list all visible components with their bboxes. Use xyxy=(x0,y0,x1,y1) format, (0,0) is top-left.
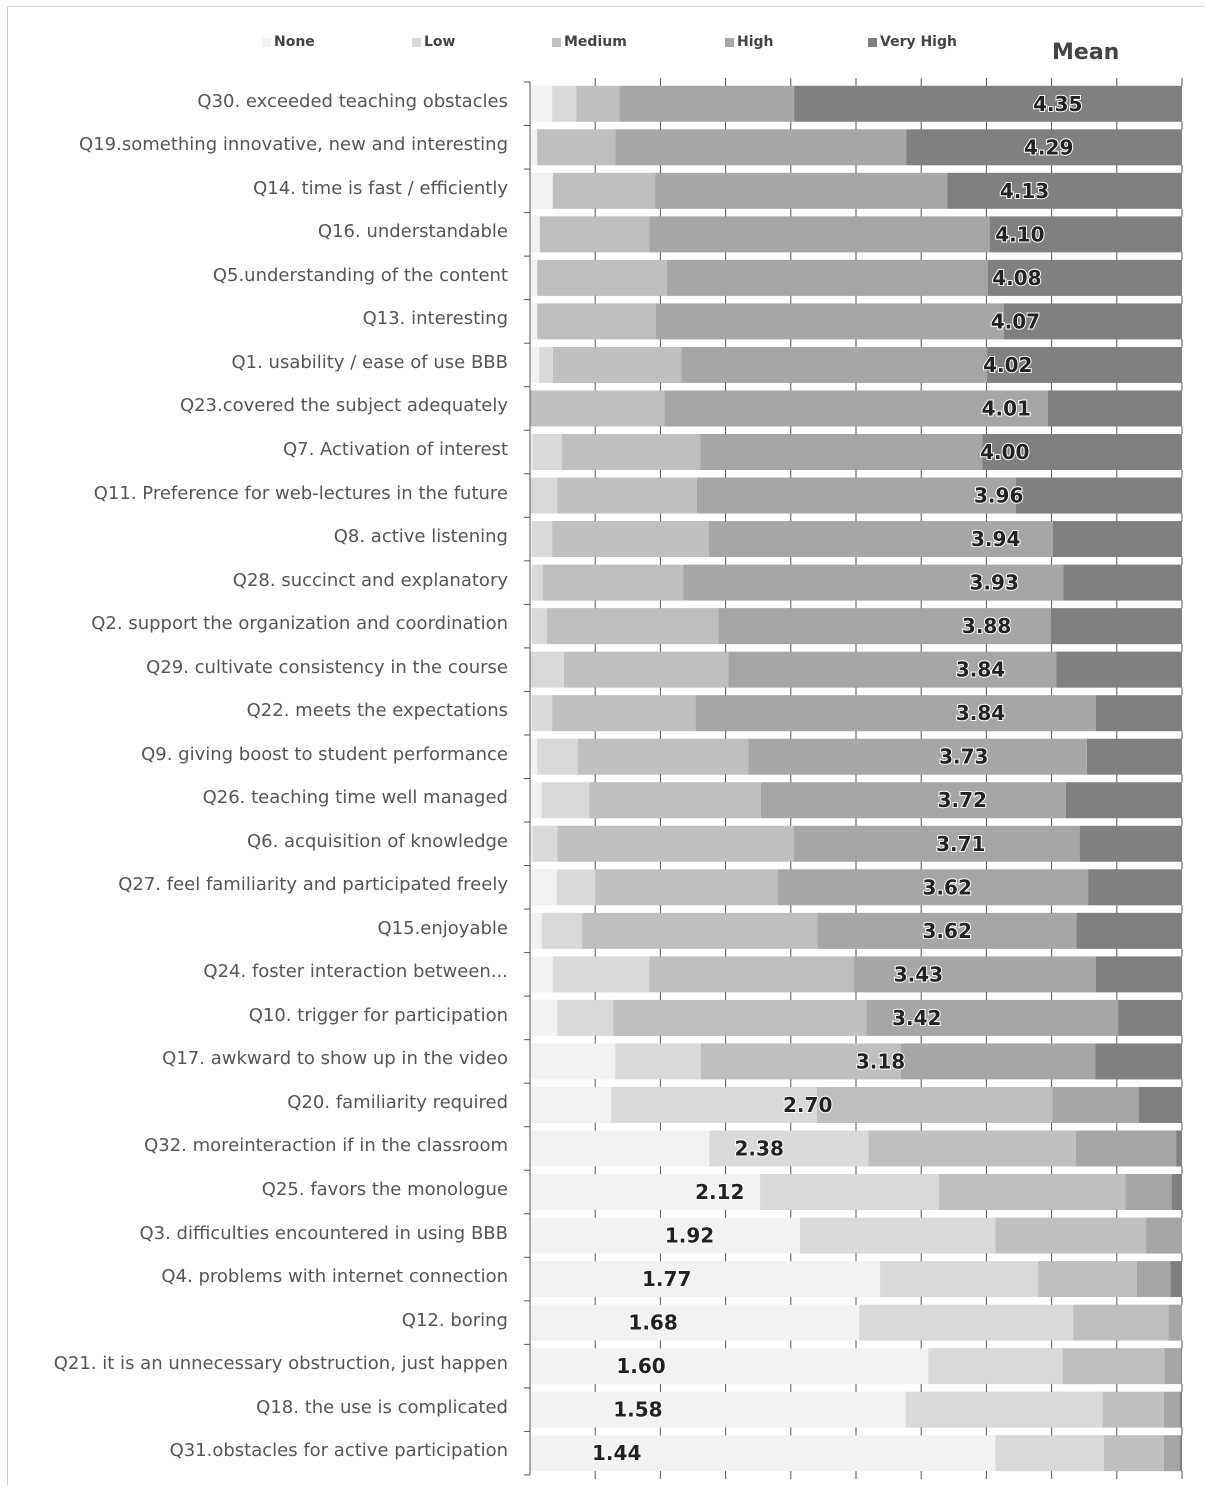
question-label: Q25. favors the monologue xyxy=(261,1179,508,1200)
legend-item-medium: Medium xyxy=(552,33,627,51)
question-label: Q12. boring xyxy=(401,1309,508,1331)
question-label: Q5.understanding of the content xyxy=(212,264,508,286)
question-label: Q2. support the organization and coordin… xyxy=(91,613,508,635)
question-label: Q10. trigger for participation xyxy=(248,1004,508,1026)
question-label: Q20. familiarity required xyxy=(287,1091,508,1113)
question-label: Q24. foster interaction between... xyxy=(203,961,508,983)
question-label: Q19.something innovative, new and intere… xyxy=(79,134,508,156)
question-label: Q17. awkward to show up in the video xyxy=(162,1048,508,1070)
question-label: Q30. exceeded teaching obstacles xyxy=(197,90,508,112)
question-label: Q22. meets the expectations xyxy=(246,700,508,722)
legend-label: Low xyxy=(424,34,456,50)
question-label: Q8. active listening xyxy=(333,526,508,548)
legend-item-low: Low xyxy=(412,33,455,51)
question-label: Q15.enjoyable xyxy=(377,917,508,939)
question-label: Q7. Activation of interest xyxy=(282,439,508,460)
question-label: Q18. the use is complicated xyxy=(256,1396,508,1418)
question-label: Q4. problems with internet connection xyxy=(161,1266,508,1288)
question-label: Q13. interesting xyxy=(362,308,508,330)
chart-frame xyxy=(7,6,1205,1485)
question-label: Q6. acquisition of knowledge xyxy=(246,830,508,852)
question-label: Q14. time is fast / efficiently xyxy=(253,177,508,199)
legend-swatch xyxy=(552,37,561,47)
question-label: Q27. feel familiarity and participated f… xyxy=(118,874,508,896)
question-label: Q1. usability / ease of use BBB xyxy=(231,351,508,373)
legend-item-very-high: Very High xyxy=(868,33,957,51)
legend-label: Medium xyxy=(564,34,627,50)
question-label: Q9. giving boost to student performance xyxy=(141,743,508,765)
legend-label: High xyxy=(737,34,774,50)
legend-swatch xyxy=(262,37,271,47)
mean-column-header: Mean xyxy=(1052,40,1120,65)
question-label: Q23.covered the subject adequately xyxy=(179,395,508,417)
legend-item-high: High xyxy=(725,33,774,51)
question-label: Q21. it is an unnecessary obstruction, j… xyxy=(53,1353,508,1375)
legend-label: None xyxy=(274,34,315,50)
question-label: Q3. difficulties encountered in using BB… xyxy=(139,1222,508,1244)
legend-swatch xyxy=(412,37,421,47)
question-label: Q29. cultivate consistency in the course xyxy=(146,656,508,678)
legend-item-none: None xyxy=(262,33,315,51)
legend-label: Very High xyxy=(880,34,957,50)
legend-swatch xyxy=(868,37,877,47)
question-label: Q28. succinct and explanatory xyxy=(232,569,508,591)
question-label: Q31.obstacles for active participation xyxy=(169,1440,508,1462)
question-label: Q32. moreinteraction if in the classroom xyxy=(144,1135,508,1157)
question-label: Q11. Preference for web-lectures in the … xyxy=(93,482,508,504)
question-label: Q26. teaching time well managed xyxy=(202,787,508,809)
question-label: Q16. understandable xyxy=(317,221,508,243)
legend-swatch xyxy=(725,37,734,47)
